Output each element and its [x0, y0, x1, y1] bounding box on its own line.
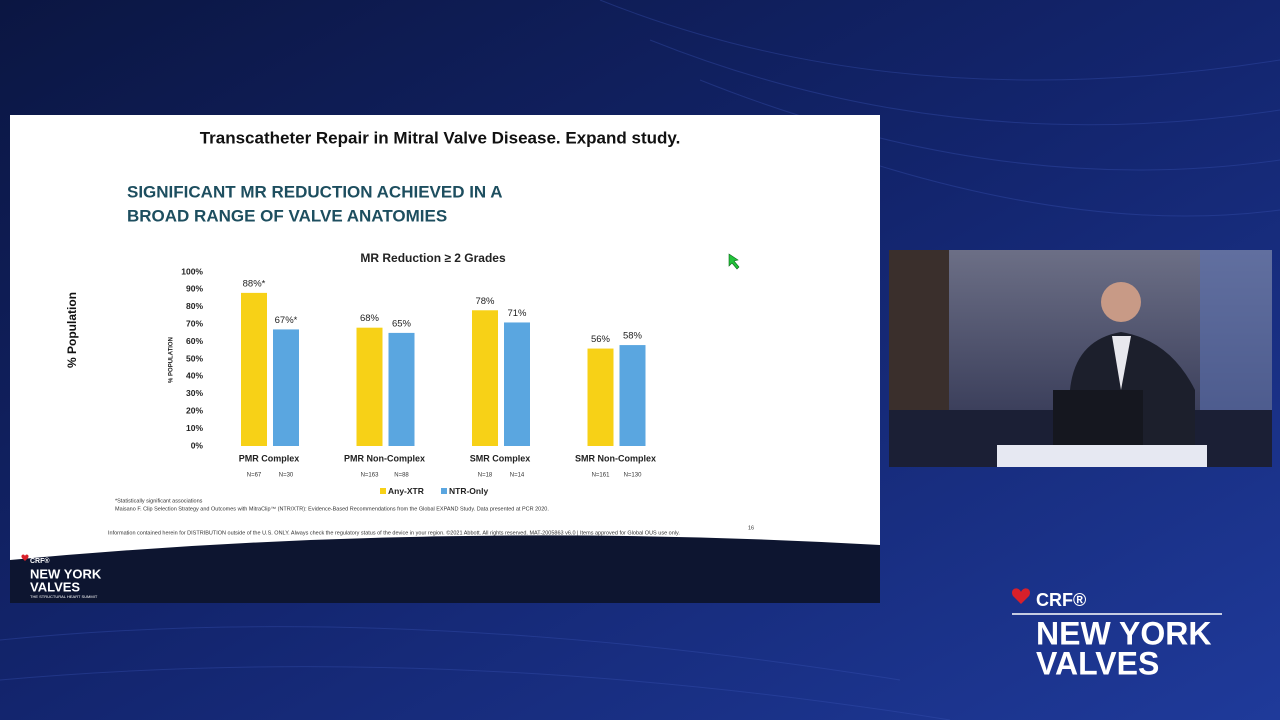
logo-name: VALVES: [30, 579, 80, 594]
value-label: 71%: [507, 308, 527, 319]
slide-footer-band: [10, 535, 880, 603]
bar: [388, 332, 415, 446]
bar: [273, 329, 299, 446]
footnote: *Statistically significant associations: [115, 498, 203, 504]
legend-swatch: [441, 488, 447, 494]
slide-header: Transcatheter Repair in Mitral Valve Dis…: [200, 128, 681, 147]
x-tick-label: SMR Non-Complex: [575, 453, 656, 463]
sample-size: N=14: [510, 473, 525, 479]
value-label: 56%: [591, 334, 611, 345]
slide: [10, 115, 880, 603]
y-tick-label: 0%: [191, 440, 204, 450]
sample-size: N=163: [361, 473, 380, 479]
y-tick-label: 60%: [186, 336, 203, 346]
bar: [472, 310, 498, 446]
y-tick-label: 10%: [186, 423, 203, 433]
cursor: [728, 253, 740, 270]
sample-size: N=30: [279, 473, 294, 479]
logo-name: NEW YORK: [30, 566, 102, 581]
y-tick-label: 20%: [186, 405, 203, 415]
sample-size: N=18: [478, 473, 493, 479]
sample-size: N=67: [247, 473, 262, 479]
legend-label: NTR-Only: [449, 486, 488, 496]
y-tick-label: 80%: [186, 301, 203, 311]
logo-heart: [21, 554, 29, 561]
y-tick-label: 40%: [186, 371, 203, 381]
sample-size: N=161: [592, 473, 611, 479]
chart-title: MR Reduction ≥ 2 Grades: [360, 251, 506, 265]
footnote: Maisano F. Clip Selection Strategy and O…: [115, 506, 549, 512]
chart: MR Reduction ≥ 2 Grades % POPULATION 0% 1…: [169, 251, 656, 496]
disclaimer: Information contained herein for DISTRIB…: [108, 529, 680, 536]
sample-size: N=88: [394, 473, 409, 479]
logo-tagline: THE STRUCTURAL HEART SUMMIT: [30, 594, 98, 599]
bar: [241, 292, 267, 446]
value-label: 88%*: [243, 278, 266, 289]
x-tick-label: SMR Complex: [470, 453, 531, 463]
bar: [587, 348, 614, 446]
slide-headline: SIGNIFICANT MR REDUCTION ACHIEVED IN A: [127, 182, 503, 201]
value-label: 58%: [623, 331, 643, 342]
slide-headline: BROAD RANGE OF VALVE ANATOMIES: [127, 206, 447, 225]
bar: [356, 327, 383, 446]
brand-name: VALVES: [1036, 645, 1159, 681]
y-tick-label: 50%: [186, 353, 203, 363]
page-number: 16: [748, 525, 754, 531]
brand-name: NEW YORK: [1036, 615, 1211, 651]
speaker-video: [889, 250, 1272, 467]
legend-label: Any-XTR: [388, 486, 424, 496]
brand-crf: CRF®: [1036, 590, 1086, 610]
logo-crf: CRF®: [30, 557, 50, 565]
value-label: 65%: [392, 318, 412, 329]
y-tick-label: 100%: [181, 266, 203, 276]
sample-size: N=130: [624, 473, 643, 479]
bar: [504, 322, 530, 446]
value-label: 78%: [475, 296, 495, 307]
y-tick-label: 90%: [186, 284, 203, 294]
value-label: 68%: [360, 313, 380, 324]
x-tick-label: PMR Complex: [239, 453, 300, 463]
y-tick-label: 30%: [186, 388, 203, 398]
value-label: 67%*: [275, 315, 298, 326]
y-tick-label: 70%: [186, 318, 203, 328]
legend-swatch: [380, 488, 386, 494]
brand-heart: [1011, 588, 1031, 604]
y-axis-label: % POPULATION: [169, 337, 175, 383]
side-label: % Population: [65, 292, 79, 368]
x-tick-label: PMR Non-Complex: [344, 453, 425, 463]
bar: [619, 345, 646, 446]
